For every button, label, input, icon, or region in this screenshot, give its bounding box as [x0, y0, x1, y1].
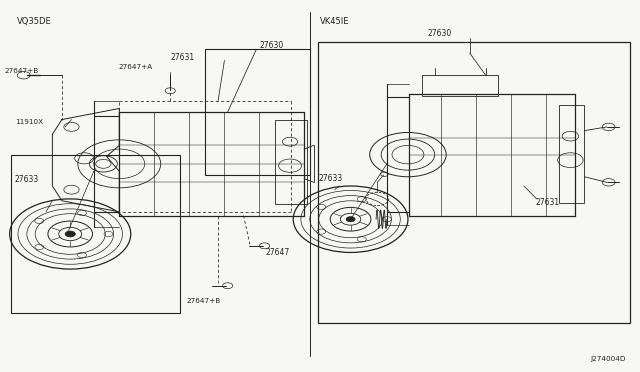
- Text: 27647+B: 27647+B: [186, 298, 220, 304]
- Bar: [205, 49, 310, 175]
- Bar: [318, 42, 630, 323]
- Bar: [422, 75, 499, 96]
- Circle shape: [65, 231, 76, 237]
- Text: J274004D: J274004D: [590, 356, 626, 362]
- Bar: [11, 155, 180, 313]
- Text: VK45IE: VK45IE: [320, 17, 349, 26]
- Circle shape: [346, 217, 355, 222]
- Text: 27647+A: 27647+A: [118, 64, 152, 70]
- Text: 27631: 27631: [170, 53, 195, 62]
- Text: 27647: 27647: [266, 248, 290, 257]
- Text: 27630: 27630: [427, 29, 451, 38]
- Text: VQ35DE: VQ35DE: [17, 17, 52, 26]
- Text: 27633: 27633: [319, 174, 343, 183]
- Bar: [275, 119, 307, 205]
- Text: 27631: 27631: [536, 198, 559, 207]
- Text: 27630: 27630: [259, 41, 284, 50]
- Bar: [559, 105, 584, 203]
- Text: 11910X: 11910X: [15, 119, 44, 125]
- Text: 27633: 27633: [14, 175, 38, 184]
- Text: 27647+B: 27647+B: [4, 68, 39, 74]
